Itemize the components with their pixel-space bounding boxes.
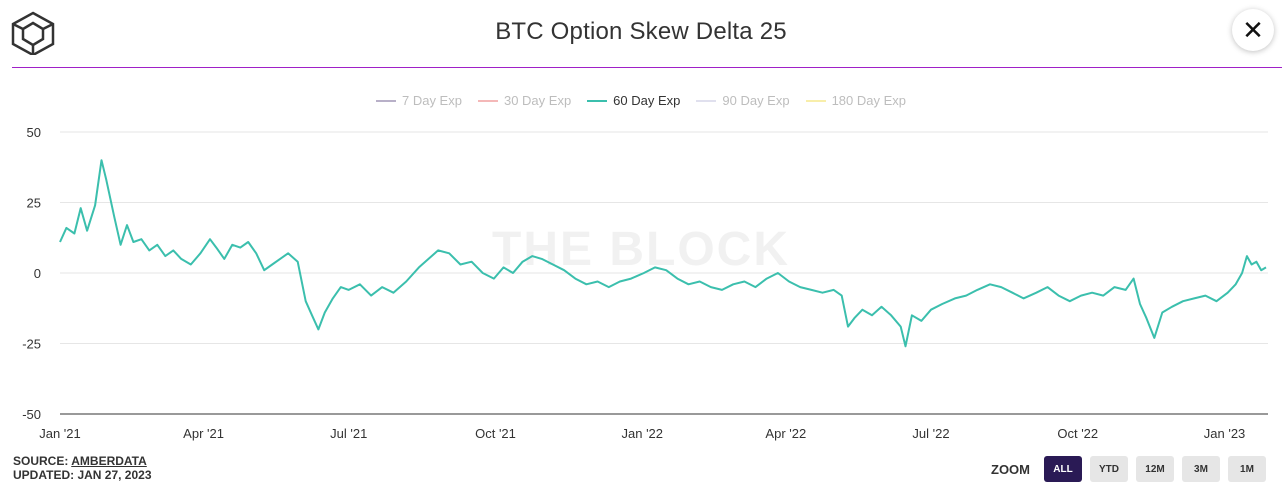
y-tick-label: -50 xyxy=(22,407,41,422)
x-tick-label: Jan '23 xyxy=(1204,426,1246,441)
x-tick-label: Jul '21 xyxy=(330,426,367,441)
close-icon: ✕ xyxy=(1242,14,1264,45)
y-tick-label: 25 xyxy=(27,196,41,211)
page-title: BTC Option Skew Delta 25 xyxy=(495,18,787,45)
legend-item[interactable]: 180 Day Exp xyxy=(805,93,907,108)
line-chart: 50 25 0 -25 -50 Jan '21 Apr '21 Jul '21 Oct '21 J… xyxy=(22,125,1268,441)
x-tick-label: Jan '21 xyxy=(39,426,81,441)
source-link[interactable]: AMBERDATA xyxy=(71,454,147,468)
zoom-label: ZOOM xyxy=(991,461,1030,477)
watermark: THE BLOCK xyxy=(492,223,790,276)
legend-swatch xyxy=(477,99,498,102)
chart-header: BTC Option Skew Delta 25 ✕ xyxy=(0,0,1282,68)
cube-logo-icon xyxy=(11,11,55,55)
legend-item[interactable]: 30 Day Exp xyxy=(477,93,572,108)
legend-label: 90 Day Exp xyxy=(722,93,790,108)
legend-swatch xyxy=(587,99,608,102)
zoom-button-ytd[interactable]: YTD xyxy=(1090,456,1128,482)
y-tick-label: 50 xyxy=(27,125,41,140)
x-tick-label: Oct '21 xyxy=(475,426,516,441)
zoom-controls: ZOOM ALL YTD 12M 3M 1M xyxy=(991,456,1266,482)
close-button[interactable]: ✕ xyxy=(1232,9,1274,51)
y-tick-label: 0 xyxy=(34,266,41,281)
legend-swatch xyxy=(696,99,717,102)
legend-item[interactable]: 7 Day Exp xyxy=(375,93,462,108)
legend-label: 7 Day Exp xyxy=(401,93,462,108)
zoom-button-1m[interactable]: 1M xyxy=(1228,456,1266,482)
updated-date: UPDATED: JAN 27, 2023 xyxy=(13,468,152,482)
zoom-button-all[interactable]: ALL xyxy=(1044,456,1082,482)
x-tick-label: Oct '22 xyxy=(1057,426,1098,441)
chart-legend: 7 Day Exp 30 Day Exp 60 Day Exp 90 Day Exp 1… xyxy=(0,93,1282,108)
header-divider xyxy=(12,67,1282,68)
legend-label: 30 Day Exp xyxy=(503,93,572,108)
x-tick-label: Apr '21 xyxy=(183,426,224,441)
legend-swatch xyxy=(375,99,396,102)
x-tick-label: Jan '22 xyxy=(622,426,664,441)
footer-source: SOURCE: AMBERDATA UPDATED: JAN 27, 2023 xyxy=(13,454,152,482)
y-tick-label: -25 xyxy=(22,337,41,352)
legend-label: 180 Day Exp xyxy=(831,93,907,108)
legend-item[interactable]: 60 Day Exp xyxy=(587,93,680,108)
legend-swatch xyxy=(805,99,826,102)
x-tick-label: Jul '22 xyxy=(912,426,949,441)
zoom-button-12m[interactable]: 12M xyxy=(1136,456,1174,482)
legend-item[interactable]: 90 Day Exp xyxy=(696,93,790,108)
source-prefix: SOURCE: xyxy=(13,454,72,468)
zoom-button-3m[interactable]: 3M xyxy=(1182,456,1220,482)
x-tick-label: Apr '22 xyxy=(765,426,806,441)
series-line-60-day-exp xyxy=(59,159,1267,348)
legend-label: 60 Day Exp xyxy=(613,93,681,108)
